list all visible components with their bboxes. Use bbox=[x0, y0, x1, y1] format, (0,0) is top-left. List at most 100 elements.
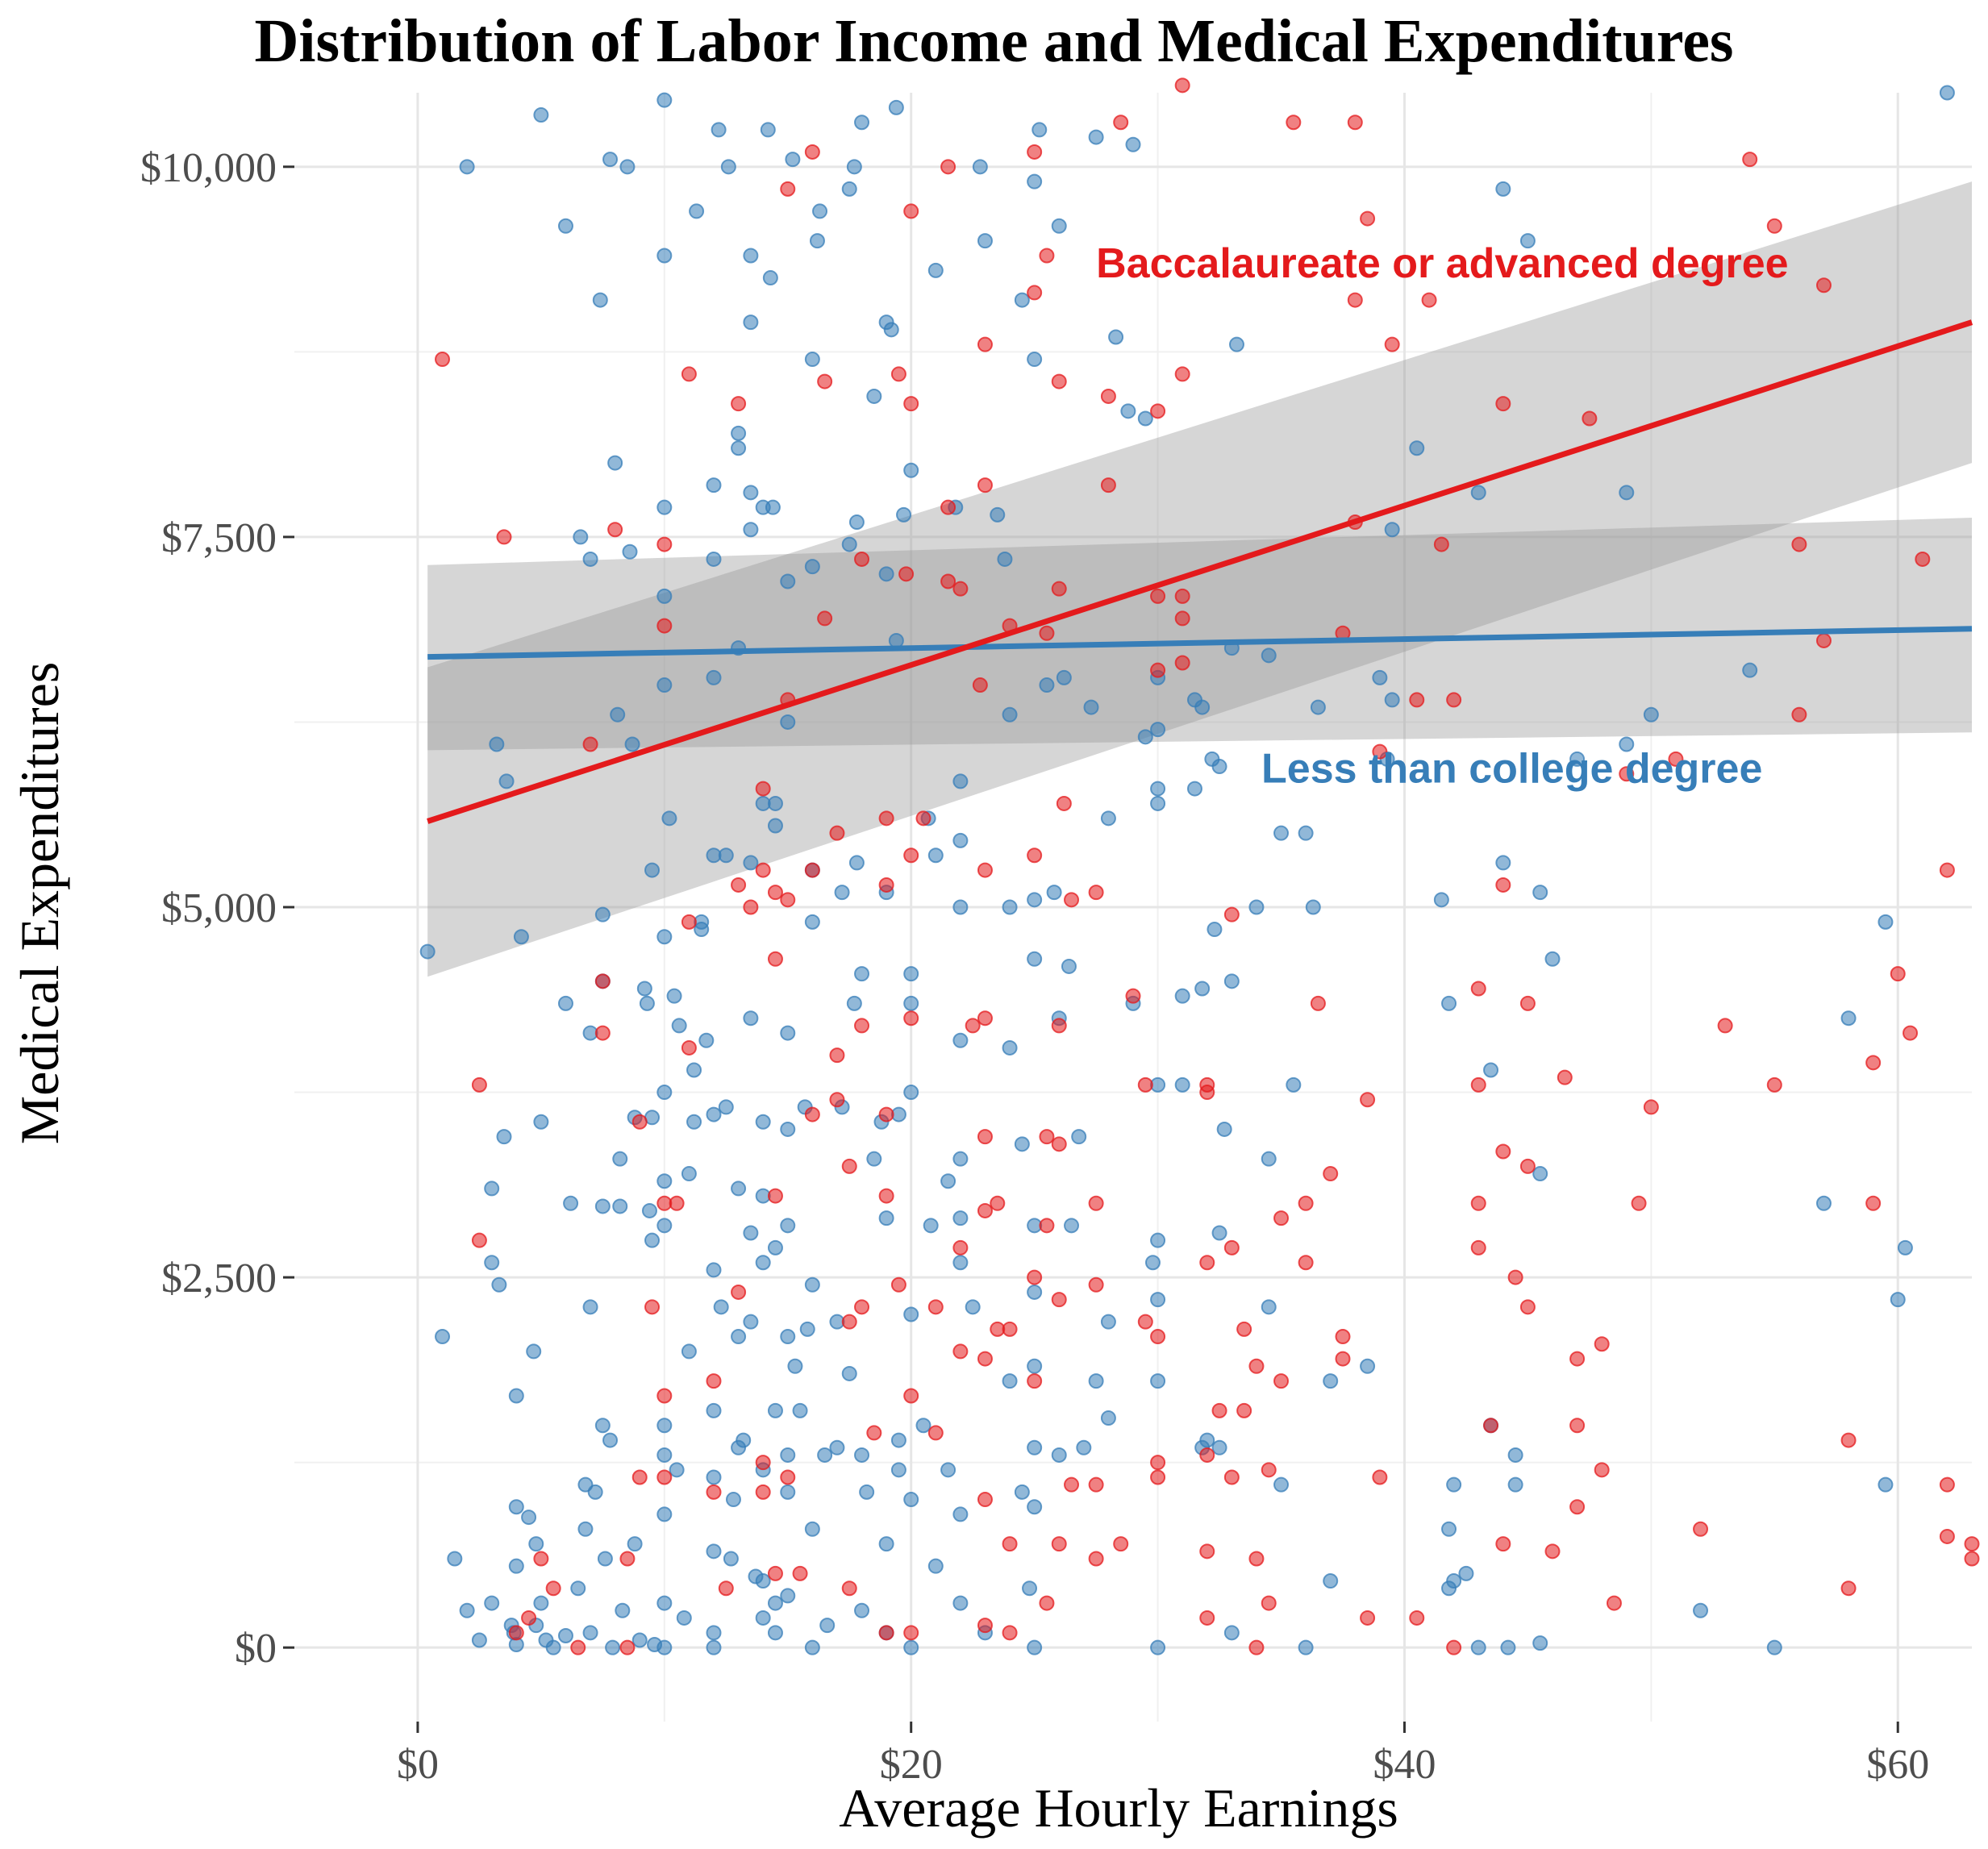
data-point bbox=[419, 943, 436, 960]
data-point bbox=[498, 773, 515, 789]
data-point bbox=[841, 1580, 857, 1597]
data-point bbox=[1150, 1639, 1166, 1655]
data-point bbox=[1088, 1476, 1104, 1493]
data-point bbox=[587, 1484, 603, 1500]
data-point bbox=[1032, 122, 1048, 138]
data-point bbox=[1619, 736, 1635, 752]
data-point bbox=[1144, 1255, 1161, 1271]
data-point bbox=[755, 1114, 771, 1130]
data-point bbox=[1150, 1292, 1166, 1308]
data-point bbox=[1088, 1373, 1104, 1389]
data-point bbox=[1100, 477, 1116, 493]
data-point bbox=[1273, 1210, 1290, 1226]
data-point bbox=[1174, 1077, 1190, 1093]
data-point bbox=[841, 536, 857, 552]
data-point bbox=[903, 1625, 919, 1641]
data-point bbox=[1039, 1218, 1055, 1234]
data-point bbox=[1150, 403, 1166, 419]
data-point bbox=[1100, 1410, 1116, 1426]
data-point bbox=[1100, 388, 1116, 404]
data-point bbox=[1519, 1299, 1536, 1315]
y-tick-label: $5,000 bbox=[161, 885, 277, 931]
data-point bbox=[607, 455, 623, 471]
data-point bbox=[1199, 1432, 1215, 1448]
data-point bbox=[669, 1462, 685, 1478]
data-point bbox=[767, 1595, 783, 1611]
data-point bbox=[1446, 1639, 1462, 1655]
data-point bbox=[977, 1618, 993, 1634]
data-point bbox=[915, 1418, 931, 1434]
data-point bbox=[903, 1085, 919, 1101]
data-point bbox=[965, 1018, 981, 1034]
data-point bbox=[1051, 218, 1067, 234]
data-point bbox=[656, 618, 673, 634]
data-point bbox=[952, 1343, 969, 1360]
data-point bbox=[977, 1010, 993, 1027]
data-point bbox=[706, 1106, 722, 1122]
data-point bbox=[1199, 1543, 1215, 1560]
data-point bbox=[491, 1276, 507, 1293]
data-point bbox=[656, 677, 673, 693]
data-point bbox=[1519, 233, 1536, 249]
data-point bbox=[1137, 1077, 1153, 1093]
data-point bbox=[508, 1499, 524, 1515]
data-point bbox=[656, 1085, 673, 1101]
data-point bbox=[898, 566, 915, 582]
data-point bbox=[582, 1625, 598, 1641]
data-point bbox=[952, 1595, 969, 1611]
data-point bbox=[720, 159, 736, 175]
data-point bbox=[1076, 1439, 1092, 1455]
data-point bbox=[1298, 1195, 1314, 1211]
data-point bbox=[854, 1602, 870, 1618]
data-point bbox=[952, 1032, 969, 1048]
chart-title: Distribution of Labor Income and Medical… bbox=[254, 7, 1734, 75]
data-point bbox=[1199, 1447, 1215, 1463]
data-point bbox=[854, 1299, 870, 1315]
data-point bbox=[755, 1610, 771, 1626]
data-point bbox=[631, 1114, 648, 1130]
data-point bbox=[1372, 1469, 1388, 1485]
x-axis-label: Average Hourly Earnings bbox=[839, 1777, 1398, 1839]
data-point bbox=[952, 581, 969, 597]
data-point bbox=[706, 1262, 722, 1278]
data-point bbox=[972, 677, 988, 693]
data-point bbox=[903, 1010, 919, 1027]
data-point bbox=[594, 1418, 611, 1434]
data-point bbox=[1223, 973, 1240, 989]
data-point bbox=[1323, 1573, 1339, 1589]
data-point bbox=[607, 522, 623, 538]
confidence-band bbox=[427, 181, 1972, 977]
data-point bbox=[706, 1625, 722, 1641]
data-point bbox=[557, 218, 573, 234]
data-point bbox=[1039, 677, 1055, 693]
data-point bbox=[878, 810, 894, 827]
data-point bbox=[602, 1432, 619, 1448]
data-point bbox=[1507, 1447, 1523, 1463]
data-point bbox=[1199, 1610, 1215, 1626]
data-point bbox=[1002, 1321, 1018, 1337]
data-point bbox=[780, 714, 796, 730]
data-point bbox=[706, 669, 722, 685]
data-point bbox=[1964, 1536, 1980, 1552]
data-point bbox=[681, 1343, 697, 1360]
data-point bbox=[1421, 292, 1437, 308]
data-point bbox=[1064, 1476, 1080, 1493]
data-point bbox=[792, 1565, 808, 1581]
data-point bbox=[903, 1306, 919, 1322]
data-point bbox=[594, 973, 611, 989]
data-point bbox=[1113, 1536, 1129, 1552]
data-point bbox=[765, 499, 781, 515]
data-point bbox=[1039, 248, 1055, 264]
data-point bbox=[644, 1299, 661, 1315]
data-point bbox=[829, 825, 845, 841]
data-point bbox=[1100, 810, 1116, 827]
data-point bbox=[1223, 1625, 1240, 1641]
x-tick-label: $20 bbox=[880, 1742, 943, 1788]
data-point bbox=[1014, 1136, 1030, 1152]
data-point bbox=[812, 203, 828, 219]
data-point bbox=[706, 1484, 722, 1500]
data-point bbox=[1236, 1402, 1252, 1418]
data-point bbox=[1643, 706, 1659, 723]
data-point bbox=[780, 1218, 796, 1234]
data-point bbox=[1384, 336, 1400, 352]
